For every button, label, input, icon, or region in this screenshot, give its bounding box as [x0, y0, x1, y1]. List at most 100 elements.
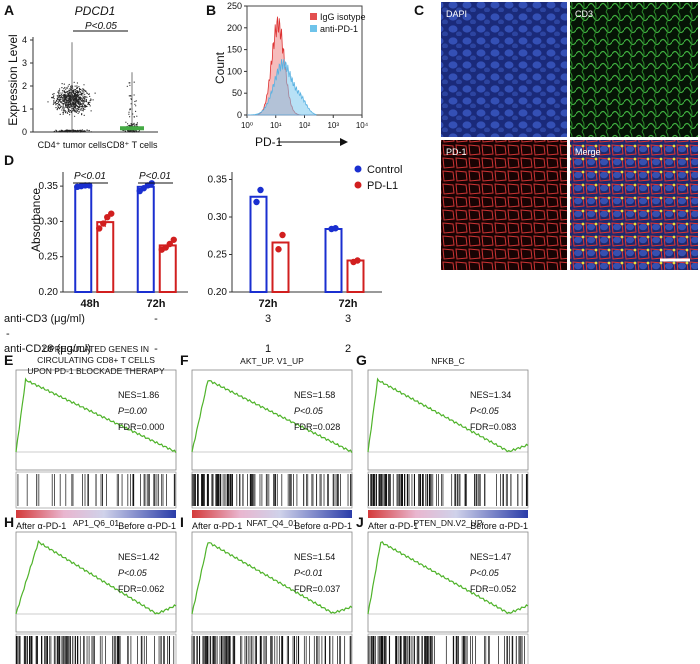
data-point	[135, 124, 137, 126]
row-value: 1	[265, 343, 271, 355]
data-point	[96, 225, 103, 232]
data-point	[88, 103, 91, 106]
data-point	[90, 99, 92, 101]
data-point	[78, 110, 80, 113]
data-point	[83, 84, 85, 86]
data-point	[67, 102, 69, 104]
data-point	[82, 96, 84, 98]
data-point	[83, 114, 85, 116]
gene-set-title: UPON PD-1 BLOCKADE THERAPY	[27, 366, 165, 376]
data-point	[62, 99, 64, 101]
data-point	[135, 130, 137, 132]
bar	[271, 241, 290, 293]
data-point	[275, 246, 282, 253]
data-point	[63, 97, 65, 99]
data-point	[53, 93, 55, 95]
data-point	[65, 101, 68, 104]
data-point	[62, 94, 64, 96]
data-point	[69, 129, 71, 131]
y-tick-label: 0	[237, 110, 242, 120]
data-point	[73, 95, 76, 97]
data-point	[65, 97, 67, 100]
data-point	[67, 110, 69, 112]
p-value: P<0.05	[85, 21, 117, 32]
data-point	[67, 129, 69, 131]
data-point	[78, 87, 81, 90]
data-point	[135, 110, 137, 112]
enrichment-curve	[191, 542, 353, 615]
data-point	[127, 130, 129, 132]
data-point	[78, 92, 80, 94]
data-point	[134, 103, 136, 105]
data-point	[57, 97, 59, 99]
data-point	[128, 111, 130, 113]
data-point	[136, 115, 138, 117]
row-label: anti-CD28 (μg/ml)	[4, 343, 91, 355]
legend-label: IgG isotype	[320, 12, 366, 22]
data-point	[78, 99, 80, 101]
data-point	[80, 130, 82, 133]
data-point	[81, 114, 83, 116]
data-point	[63, 107, 65, 109]
data-point	[60, 97, 62, 99]
row-value: -	[154, 343, 158, 355]
y-tick-label: 200	[227, 23, 242, 33]
data-point	[83, 91, 85, 93]
data-point	[76, 87, 79, 89]
data-point	[86, 92, 88, 94]
gene-set-title: PTEN_DN.V2_UP	[414, 518, 483, 528]
data-point	[68, 130, 70, 132]
data-point	[66, 131, 68, 133]
data-point	[82, 95, 84, 97]
data-point	[135, 100, 137, 102]
data-point	[54, 102, 56, 104]
y-tick-label: 50	[232, 88, 242, 98]
data-point	[80, 108, 82, 110]
image-label: PD-1	[446, 147, 467, 157]
data-point	[61, 92, 63, 94]
gene-set-title: AP1_Q6_01	[73, 518, 120, 528]
data-point	[75, 101, 77, 103]
data-point	[58, 130, 60, 132]
data-point	[77, 112, 79, 114]
data-point	[73, 98, 76, 100]
data-point	[83, 105, 86, 107]
violin-body	[120, 126, 144, 131]
data-point	[83, 97, 85, 99]
data-point	[76, 88, 78, 90]
data-point	[57, 105, 59, 107]
group-label: 72h	[339, 298, 358, 310]
group-label: 48h	[81, 298, 100, 310]
data-point	[78, 98, 81, 100]
data-point	[52, 93, 54, 95]
y-tick-label: 4	[22, 35, 27, 45]
p-label: P<0.05	[470, 568, 500, 578]
data-point	[70, 87, 72, 89]
data-point	[88, 130, 90, 132]
data-point	[58, 108, 61, 110]
nes-label: NES=1.47	[470, 552, 511, 562]
data-point	[129, 109, 131, 111]
row-value: -	[6, 328, 10, 340]
gsea-panel-i: I NFAT_Q4_01 NES=1.54 P<0.01 FDR=0.037 After …	[180, 514, 353, 664]
data-point	[68, 96, 70, 98]
data-point	[66, 87, 68, 89]
data-point	[129, 84, 131, 86]
data-point	[59, 113, 61, 115]
data-point	[62, 112, 64, 114]
data-point	[80, 97, 82, 99]
data-point	[69, 100, 71, 102]
y-tick-label: 1	[22, 104, 27, 114]
data-point	[58, 90, 60, 92]
row-label: anti-CD3 (μg/ml)	[4, 313, 85, 325]
data-point	[56, 130, 58, 132]
data-point	[79, 109, 81, 111]
data-point	[78, 129, 80, 131]
data-point	[72, 90, 74, 92]
y-tick-label: 100	[227, 66, 242, 76]
data-point	[73, 109, 75, 111]
data-point	[86, 129, 88, 131]
data-point	[69, 131, 71, 133]
data-point	[77, 130, 79, 132]
data-point	[83, 89, 85, 91]
